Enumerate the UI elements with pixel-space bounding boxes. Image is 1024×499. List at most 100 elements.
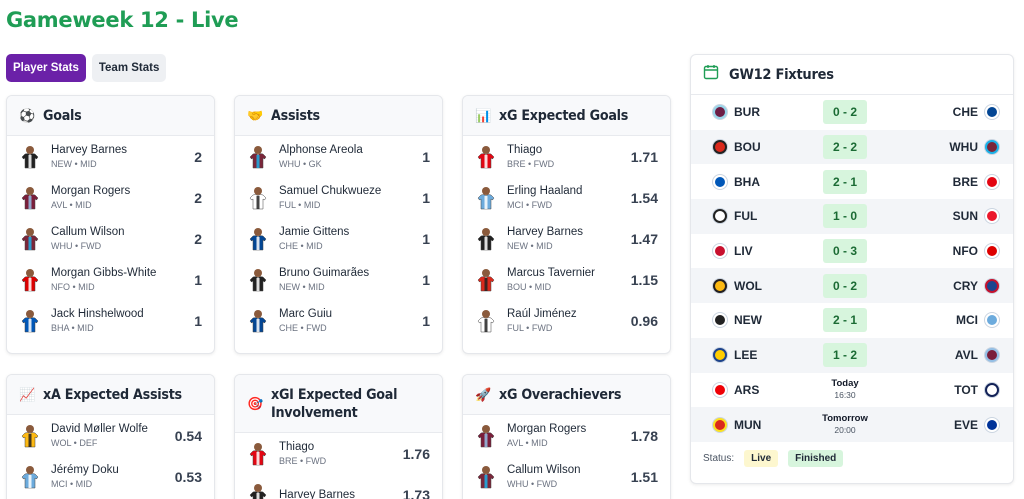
stat-value: 2 xyxy=(194,148,202,165)
player-row[interactable]: Bruno Guimarães NEW • MID 1 xyxy=(235,259,442,300)
player-row[interactable]: Jack Hinshelwood BHA • MID 1 xyxy=(7,300,214,341)
player-team: NEW xyxy=(507,241,528,251)
player-team: WHU xyxy=(51,241,73,251)
goals-card: ⚽ Goals Harvey Barnes NEW • MID 2 Morgan Ro… xyxy=(6,95,215,354)
player-row[interactable]: Harvey Barnes NEW • MID 1.47 xyxy=(463,218,670,259)
player-name: Raúl Jiménez xyxy=(507,308,577,320)
player-row[interactable]: Erling Haaland MCI • FWD 1.54 xyxy=(463,177,670,218)
player-kit-icon xyxy=(477,268,495,291)
player-row[interactable]: Jérémy Doku MCI • MID 0.53 xyxy=(7,456,214,497)
handshake-icon: 🤝 xyxy=(247,107,264,123)
card-title: xA Expected Assists xyxy=(43,386,182,403)
away-team: BRE xyxy=(867,174,999,189)
fixture-row[interactable]: LIV 0 - 3 NFO xyxy=(691,234,1013,269)
player-row[interactable]: Morgan Gibbs-White NFO • MID 1 xyxy=(7,259,214,300)
fixtures-title: GW12 Fixtures xyxy=(729,66,834,83)
player-info: Raúl Jiménez FUL • FWD xyxy=(507,307,628,334)
player-team: AVL xyxy=(51,200,68,210)
assists-card: 🤝 Assists Alphonse Areola WHU • GK 1 Samuel… xyxy=(234,95,443,354)
player-kit-icon xyxy=(21,309,39,332)
player-row[interactable]: Raúl Jiménez FUL • FWD 0.96 xyxy=(463,300,670,341)
fixture-time: 20:00 xyxy=(834,425,856,436)
tab-player-stats[interactable]: Player Stats xyxy=(6,54,86,82)
player-row[interactable]: Alphonse Areola WHU • GK 1 xyxy=(235,136,442,177)
fixture-row[interactable]: LEE 1 - 2 AVL xyxy=(691,337,1013,373)
player-row[interactable]: Jamie Gittens CHE • MID 1 xyxy=(235,218,442,259)
player-position: GK xyxy=(308,159,322,169)
away-team: WHU xyxy=(867,140,999,155)
away-team-code: CRY xyxy=(953,278,978,293)
home-team-code: LEE xyxy=(734,348,758,363)
fixture-row[interactable]: WOL 0 - 2 CRY xyxy=(691,268,1013,304)
home-team: NEW xyxy=(713,313,811,328)
fixture-row[interactable]: ARS Today 16:30 TOT xyxy=(691,373,1013,408)
tab-team-stats[interactable]: Team Stats xyxy=(91,54,167,82)
player-row[interactable]: Morgan Rogers AVL • MID 1.78 xyxy=(463,415,670,456)
team-badge-icon xyxy=(985,313,999,328)
player-row[interactable]: Marc Guiu CHE • FWD 1 xyxy=(235,300,442,341)
card-header: 🚀 xG Overachievers xyxy=(463,375,670,415)
fixture-row[interactable]: BUR 0 - 2 CHE xyxy=(691,95,1013,130)
team-badge-icon xyxy=(713,244,727,259)
player-row[interactable]: Thiago BRE • FWD 1.76 xyxy=(235,433,442,474)
player-team: CHE xyxy=(279,241,299,251)
player-meta: WHU • FWD xyxy=(51,241,102,251)
player-info: Callum Wilson WHU • FWD xyxy=(507,463,628,490)
player-team: MCI xyxy=(507,200,524,210)
team-badge-icon xyxy=(985,382,999,397)
player-row[interactable]: Callum Wilson WHU • FWD 2 xyxy=(7,218,214,259)
player-name: Morgan Rogers xyxy=(507,423,587,435)
player-info: Bruno Guimarães NEW • MID xyxy=(279,266,400,293)
player-kit-icon xyxy=(21,186,39,209)
home-team: BHA xyxy=(713,174,811,189)
card-header: 📊 xG Expected Goals xyxy=(463,96,670,136)
fixture-row[interactable]: MUN Tomorrow 20:00 EVE xyxy=(691,407,1013,442)
home-team: BUR xyxy=(713,105,811,120)
fixture-row[interactable]: BOU 2 - 2 WHU xyxy=(691,129,1013,165)
stat-value: 1.51 xyxy=(630,468,658,485)
away-team-code: MCI xyxy=(956,313,978,328)
team-badge-icon xyxy=(713,105,727,120)
home-team-code: MUN xyxy=(734,417,762,432)
player-position: MID xyxy=(306,241,323,251)
team-badge-icon xyxy=(713,278,727,293)
home-team: LIV xyxy=(713,244,811,259)
player-row[interactable]: Thiago BRE • FWD 1.71 xyxy=(463,136,670,177)
player-name: Harvey Barnes xyxy=(51,144,128,156)
player-meta: WHU • FWD xyxy=(507,479,558,489)
player-row[interactable]: Harvey Barnes 1.73 xyxy=(235,474,442,499)
player-kit-icon xyxy=(249,145,267,168)
stat-value: 1.15 xyxy=(630,271,658,288)
player-team: BRE xyxy=(279,456,298,466)
player-row[interactable]: Callum Wilson WHU • FWD 1.51 xyxy=(463,456,670,497)
player-row[interactable]: David Møller Wolfe WOL • DEF 0.54 xyxy=(7,415,214,456)
status-live-badge: Live xyxy=(744,450,779,467)
fixture-score: 2 - 1 xyxy=(823,169,867,194)
team-badge-icon xyxy=(713,140,727,155)
player-list: Harvey Barnes NEW • MID 2 Morgan Rogers AVL … xyxy=(7,136,214,341)
player-row[interactable]: Samuel Chukwueze FUL • MID 1 xyxy=(235,177,442,218)
fixture-row[interactable]: FUL 1 - 0 SUN xyxy=(691,199,1013,234)
fixture-row[interactable]: NEW 2 - 1 MCI xyxy=(691,303,1013,338)
stats-tabs: Player Stats Team Stats xyxy=(6,54,167,82)
fixture-day: Today xyxy=(831,378,859,390)
player-row[interactable]: Marcus Tavernier BOU • MID 1.15 xyxy=(463,259,670,300)
player-info: Jack Hinshelwood BHA • MID xyxy=(51,307,172,334)
team-badge-icon xyxy=(713,417,727,432)
player-team: BRE xyxy=(507,159,526,169)
player-position: MID xyxy=(303,200,321,210)
player-info: Jérémy Doku MCI • MID xyxy=(51,463,172,490)
player-name: Thiago xyxy=(279,441,315,453)
player-name: Thiago xyxy=(507,144,543,156)
fixture-row[interactable]: BHA 2 - 1 BRE xyxy=(691,164,1013,199)
card-title: xGI Expected Goal Involvement xyxy=(271,386,398,421)
team-badge-icon xyxy=(985,209,999,224)
player-info: Harvey Barnes xyxy=(279,488,400,499)
stat-value: 1 xyxy=(194,271,202,288)
player-team: NFO xyxy=(51,282,70,292)
stat-value: 1.47 xyxy=(630,230,658,247)
player-meta: NFO • MID xyxy=(51,282,95,292)
fixture-score: 0 - 2 xyxy=(823,100,867,125)
player-row[interactable]: Morgan Rogers AVL • MID 2 xyxy=(7,177,214,218)
player-row[interactable]: Harvey Barnes NEW • MID 2 xyxy=(7,136,214,177)
